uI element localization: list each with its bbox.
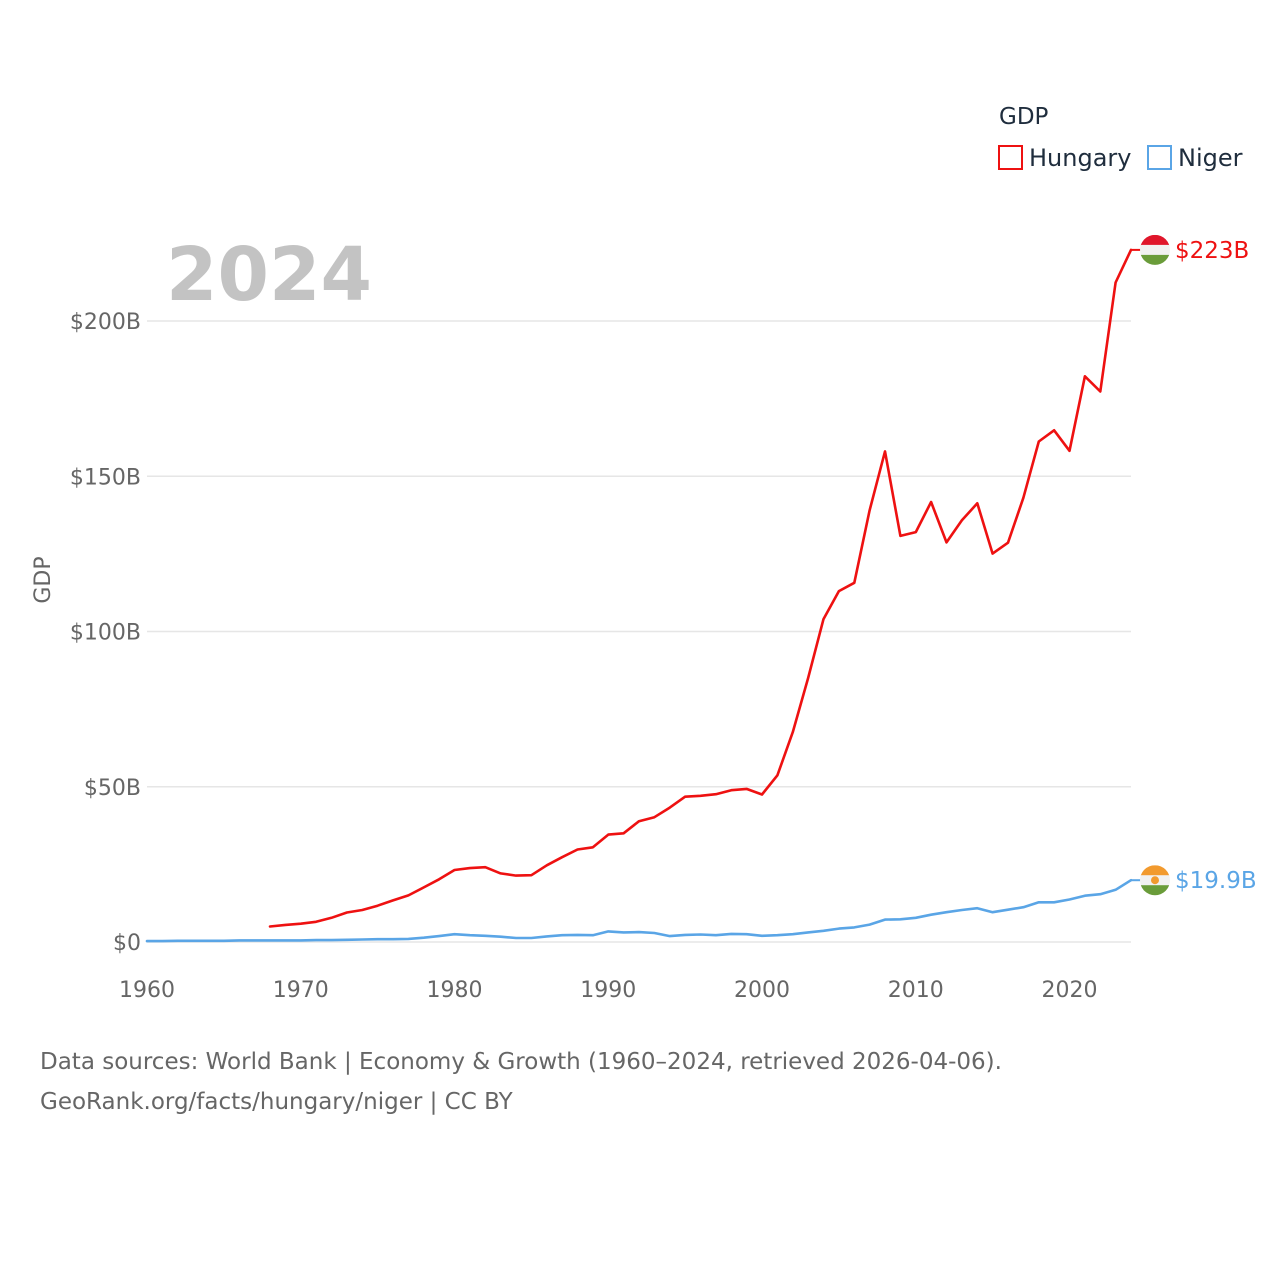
legend-label-hungary[interactable]: Hungary xyxy=(1029,144,1131,172)
legend-label-niger[interactable]: Niger xyxy=(1178,144,1243,172)
x-tick-label: 1960 xyxy=(119,978,175,1003)
x-axis-tick-labels: 1960 1970 1980 1990 2000 2010 2020 xyxy=(119,978,1098,1003)
x-tick-label: 1990 xyxy=(580,978,636,1003)
source-line-link[interactable]: GeoRank.org/facts/hungary/niger | CC BY xyxy=(40,1089,513,1115)
y-tick-label: $100B xyxy=(70,621,141,646)
y-axis-title: GDP xyxy=(31,556,56,603)
series-lines xyxy=(145,248,1133,943)
y-axis-tick-labels: $0 $50B $100B $150B $200B xyxy=(70,310,141,956)
source-line-data: Data sources: World Bank | Economy & Gro… xyxy=(40,1049,1002,1075)
hungary-flag-icon xyxy=(1140,234,1170,265)
niger-flag-icon xyxy=(1140,865,1170,896)
end-markers: $223B $19.9B xyxy=(1131,234,1257,896)
x-tick-label: 1970 xyxy=(273,978,329,1003)
series-line-niger[interactable] xyxy=(145,878,1133,943)
legend-swatch-niger[interactable] xyxy=(1147,145,1172,170)
x-tick-label: 2010 xyxy=(888,978,944,1003)
end-value-label-niger: $19.9B xyxy=(1175,868,1257,894)
x-tick-label: 1980 xyxy=(427,978,483,1003)
y-tick-label: $50B xyxy=(84,776,141,801)
y-tick-label: $150B xyxy=(70,465,141,490)
y-tick-label: $0 xyxy=(113,931,141,956)
series-line-hungary[interactable] xyxy=(268,248,1133,928)
y-tick-label: $200B xyxy=(70,310,141,335)
source-footer: Data sources: World Bank | Economy & Gro… xyxy=(40,1042,1240,1122)
grid-lines xyxy=(147,320,1131,943)
legend-swatch-hungary[interactable] xyxy=(998,145,1023,170)
legend[interactable]: GDP Hungary Niger xyxy=(998,104,1243,172)
x-tick-label: 2000 xyxy=(734,978,790,1003)
x-tick-label: 2020 xyxy=(1042,978,1098,1003)
gdp-line-chart: $0 $50B $100B $150B $200B 1960 1970 1980 1990 20… xyxy=(31,104,1257,1003)
legend-title: GDP xyxy=(999,104,1049,130)
end-value-label-hungary: $223B xyxy=(1175,238,1249,264)
year-label: 2024 xyxy=(166,232,372,318)
